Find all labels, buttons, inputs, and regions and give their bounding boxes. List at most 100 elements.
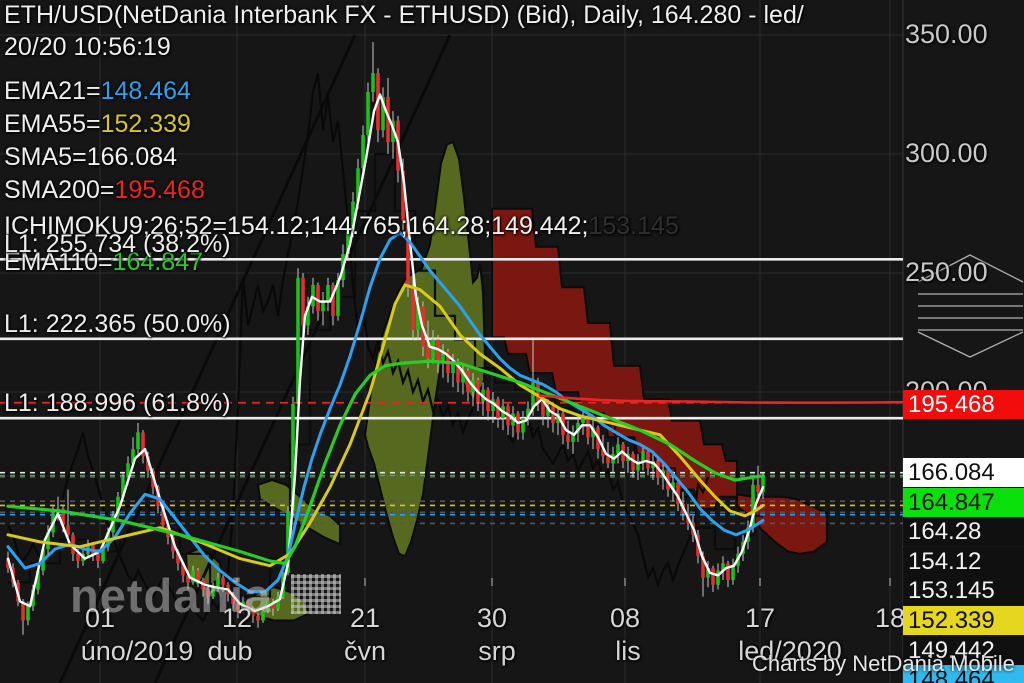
candle-down [181,563,185,576]
x-axis-day-label: 18 [874,603,906,633]
price-tag: 148.464 [903,665,1024,683]
candle-down [316,284,320,312]
indicator-value: 164.847 [112,248,204,276]
indicator-row-ema55: EMA55=152.339 [4,110,191,139]
y-axis-label: 350.00 [905,19,988,49]
scroll-down-icon [917,331,1024,358]
indicator-row-sma200: SMA200=195.468 [4,176,205,205]
candle-up [191,570,195,583]
candle-down [76,553,80,561]
candle-up [591,427,595,438]
candle-down [271,601,275,609]
x-axis-day-label: 30 [476,603,508,633]
candle-up [706,568,710,578]
candle-down [456,361,460,383]
ichimoku-bear-cloud [491,207,738,510]
candle-down [186,575,190,583]
candle-up [441,351,445,364]
candle-up [356,168,360,202]
overlay-ema21 [6,231,765,594]
candle-down [176,551,180,564]
indicator-row-ichimoku92652: ICHIMOKU9;26;52=154.12;144.765;164.28;14… [4,212,679,241]
x-axis-day-label: 17 [744,603,776,633]
chart-title: ETH/USD(NetDania Interbank FX - ETHUSD) … [4,1,804,29]
price-tag: 149.442 [903,636,1024,665]
candle-down [536,382,540,402]
indicator-value: 152.339 [100,110,191,138]
indicator-label: SMA5= [4,143,87,171]
candle-down [206,589,210,597]
candle-up [311,284,315,307]
candle-down [6,558,10,569]
candle-up [136,432,140,450]
candle-up [571,432,575,442]
candle-up [346,230,350,254]
candle-down [401,170,405,221]
candle-down [251,608,255,616]
candle-down [386,96,390,143]
candle-down [606,456,610,464]
candle-up [636,461,640,471]
candle-up [616,444,620,454]
candle-up [461,370,465,383]
fib-level-label: L1: 255.734 (38.2%) [4,230,231,258]
candle-down [646,451,650,469]
candle-up [731,565,735,581]
candle-up [721,563,725,571]
candle-down [551,406,555,423]
credit-line: Charts by NetDania Mobile [752,651,1015,676]
candle-down [411,287,415,331]
candle-down [406,220,410,288]
candle-up [211,587,215,597]
candle-up [36,570,40,590]
candle-up [216,577,220,588]
candle-up [581,415,585,423]
candle-up [761,477,765,492]
candle-up [351,201,355,231]
x-axis-month-label: dub [207,636,253,666]
axis-scroll-widget[interactable] [917,254,1024,358]
candle-down [701,556,705,578]
overlay-sma5 [6,93,765,613]
x-axis-day-label: 08 [609,603,641,633]
candle-up [291,403,295,511]
candle-down [146,456,150,471]
candle-up [286,511,290,573]
candle-down [711,568,715,585]
indicator-value: 148.464 [100,77,191,105]
candle-up [326,284,330,302]
x-axis-month-label: led/2020 [738,636,842,666]
indicator-row-sma5: SMA5=166.084 [4,143,178,172]
indicator-label: EMA110= [4,248,113,276]
candle-up [121,477,125,497]
candle-down [21,601,25,621]
candle-up [521,418,525,433]
x-axis-day-label: 21 [349,603,381,633]
candle-down [156,487,160,507]
indicator-value-secondary: 153.145 [588,212,679,240]
candle-down [96,553,100,561]
candle-down [601,449,605,457]
price-tag: 164.847 [903,488,1024,517]
netdania-watermark: netdania [70,569,272,622]
x-axis-month-label: srp [478,636,516,666]
candle-down [301,277,305,326]
x-axis-day-label: 12 [221,603,253,633]
indicator-value: 166.084 [86,143,178,171]
candle-down [586,415,590,438]
indicator-row-ema110: EMA110=164.847 [4,248,204,277]
candle-up [336,280,340,316]
overlay-sma200 [538,394,905,405]
candle-up [416,306,420,331]
fib-level-label: L1: 222.365 (50.0%) [4,310,231,338]
candle-down [426,346,430,359]
indicator-label: EMA55= [4,110,101,138]
candle-down [231,594,235,604]
candle-up [531,382,535,409]
candle-up [526,408,530,419]
candle-up [751,484,755,528]
candle-up [431,339,435,359]
price-tag: 154.12 [903,547,1024,576]
